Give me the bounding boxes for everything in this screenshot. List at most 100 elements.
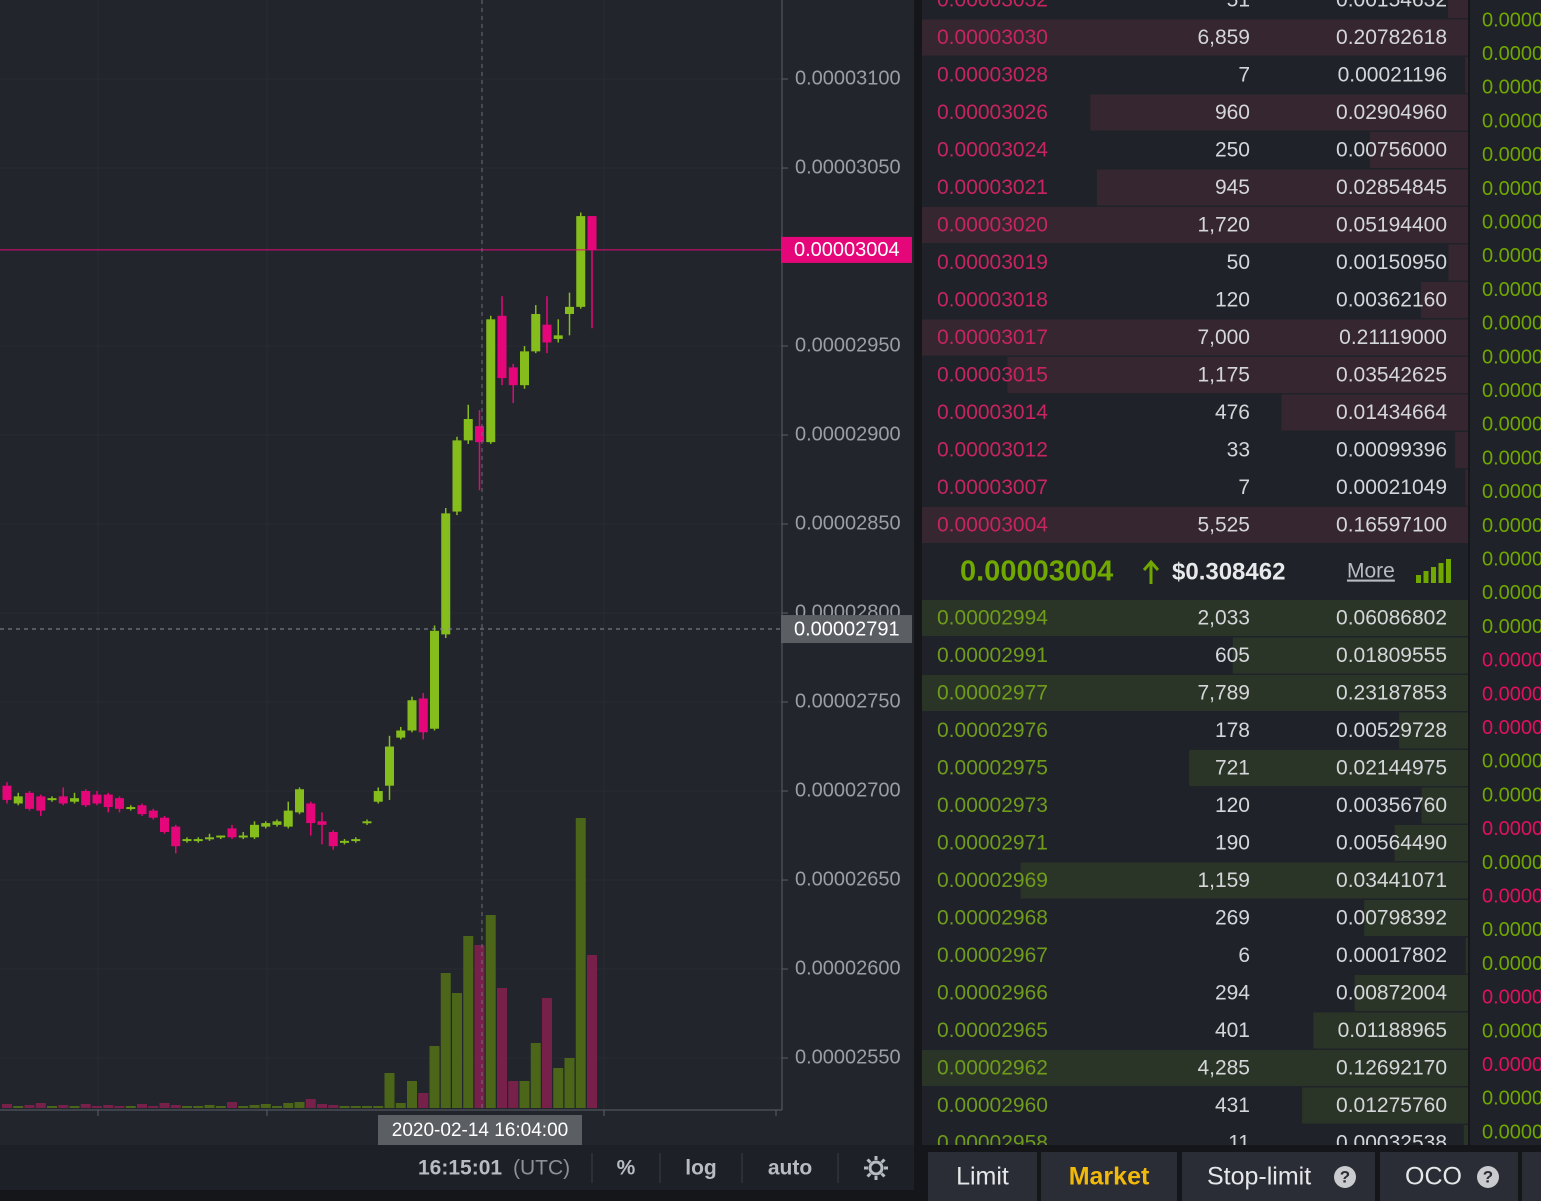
volume-bar bbox=[452, 993, 462, 1108]
recent-trades: 0.0000 0.0000 0.0000 0.0000 0.0000 0.0000 0.00… bbox=[1482, 9, 1541, 1143]
candle-body bbox=[58, 796, 68, 804]
candle-body bbox=[171, 826, 181, 847]
volume-bar bbox=[440, 973, 451, 1108]
tab-label[interactable]: Market bbox=[1069, 1163, 1150, 1191]
volume-bar bbox=[418, 1093, 429, 1108]
candle-body bbox=[205, 837, 214, 840]
more-link[interactable]: More bbox=[1347, 560, 1395, 583]
price: 0.00002965 bbox=[937, 1019, 1048, 1042]
trade-price: 0.0000 bbox=[1482, 245, 1541, 267]
candle-body bbox=[115, 798, 124, 809]
price: 0.00003004 bbox=[937, 514, 1048, 537]
candle-body bbox=[553, 335, 563, 339]
y-tick-label: 0.00002950 bbox=[795, 334, 901, 356]
depth-bar bbox=[1420, 282, 1468, 318]
volume-bar bbox=[125, 1106, 136, 1108]
candle-body bbox=[70, 798, 79, 802]
candle-body bbox=[92, 794, 102, 804]
volume-bar bbox=[47, 1106, 57, 1108]
price: 0.00003012 bbox=[937, 439, 1048, 462]
volume-bar bbox=[553, 1068, 564, 1108]
volume-bar bbox=[519, 1081, 530, 1108]
candle-body bbox=[261, 823, 271, 827]
amount: 250 bbox=[1215, 139, 1250, 162]
auto-toggle[interactable]: auto bbox=[768, 1157, 812, 1180]
signal-bar bbox=[1423, 571, 1429, 583]
depth-bar bbox=[1448, 244, 1468, 281]
trade-price: 0.0000 bbox=[1482, 9, 1541, 31]
help-icon bbox=[1334, 1166, 1356, 1188]
tab-label[interactable]: Limit bbox=[956, 1163, 1009, 1191]
log-toggle[interactable]: log bbox=[685, 1157, 717, 1180]
depth-bar bbox=[922, 1050, 1468, 1086]
price: 0.00002994 bbox=[937, 607, 1048, 630]
candle-body bbox=[148, 810, 158, 818]
candle-body bbox=[520, 351, 529, 386]
price: 0.00002973 bbox=[937, 794, 1048, 817]
total: 0.00362160 bbox=[1336, 289, 1447, 312]
candle-body bbox=[216, 835, 226, 838]
total: 0.02854845 bbox=[1336, 176, 1447, 199]
trade-price: 0.0000 bbox=[1482, 380, 1541, 402]
candle-body bbox=[193, 839, 203, 842]
amount: 120 bbox=[1215, 794, 1250, 817]
candle-body bbox=[317, 821, 327, 825]
trade-price: 0.0000 bbox=[1482, 1054, 1541, 1076]
trade-price: 0.0000 bbox=[1482, 279, 1541, 301]
price: 0.00002960 bbox=[937, 1094, 1048, 1117]
total: 0.16597100 bbox=[1336, 514, 1447, 537]
candle-body bbox=[328, 831, 338, 847]
candle-body bbox=[565, 306, 574, 314]
tab-label[interactable]: Stop-limit bbox=[1207, 1163, 1311, 1191]
help-mark[interactable]: ? bbox=[1340, 1167, 1350, 1186]
signal-bar bbox=[1446, 559, 1451, 583]
amount: 1,175 bbox=[1197, 364, 1250, 387]
trade-price: 0.0000 bbox=[1482, 683, 1541, 705]
volume-bar bbox=[463, 936, 474, 1108]
y-tick-label: 0.00002650 bbox=[795, 868, 901, 890]
total: 0.20782618 bbox=[1336, 26, 1447, 49]
total: 0.21119000 bbox=[1339, 326, 1447, 349]
trade-price: 0.0000 bbox=[1482, 414, 1541, 436]
candle-body bbox=[351, 839, 361, 842]
amount: 945 bbox=[1215, 176, 1250, 199]
help-mark[interactable]: ? bbox=[1483, 1167, 1493, 1186]
tab-label[interactable]: OCO bbox=[1405, 1163, 1462, 1191]
total: 0.00356760 bbox=[1336, 794, 1447, 817]
volume-bar bbox=[587, 955, 597, 1108]
timezone[interactable]: (UTC) bbox=[513, 1157, 570, 1180]
volume-bar bbox=[35, 1103, 46, 1108]
candle-body bbox=[227, 828, 237, 838]
candle-body bbox=[531, 313, 541, 352]
candle-body bbox=[508, 367, 518, 386]
total: 0.00872004 bbox=[1336, 982, 1447, 1005]
price: 0.00003028 bbox=[937, 64, 1048, 87]
candle-body bbox=[475, 426, 484, 443]
price: 0.00003014 bbox=[937, 401, 1048, 424]
settings-icon[interactable] bbox=[864, 1156, 888, 1180]
amount: 7,000 bbox=[1197, 326, 1250, 349]
amount: 721 bbox=[1215, 757, 1250, 780]
price: 0.00003007 bbox=[937, 476, 1048, 499]
total: 0.03441071 bbox=[1336, 869, 1447, 892]
chart-panel bbox=[0, 0, 914, 1145]
percent-toggle[interactable]: % bbox=[617, 1157, 636, 1180]
trade-price: 0.0000 bbox=[1482, 515, 1541, 537]
volume-bar bbox=[429, 1046, 440, 1108]
tab-box bbox=[1522, 1152, 1541, 1201]
signal-bar bbox=[1438, 563, 1444, 583]
volume-bar bbox=[103, 1105, 114, 1108]
depth-bar bbox=[1465, 937, 1468, 974]
price: 0.00003026 bbox=[937, 101, 1048, 124]
total: 0.23187853 bbox=[1336, 682, 1447, 705]
volume-bar bbox=[227, 1102, 237, 1108]
amount: 178 bbox=[1215, 719, 1250, 742]
candle-body bbox=[418, 698, 428, 733]
price: 0.00003024 bbox=[937, 139, 1048, 162]
total: 0.03542625 bbox=[1336, 364, 1447, 387]
trades-panel bbox=[1470, 0, 1541, 1145]
price: 0.00002969 bbox=[937, 869, 1048, 892]
candle-body bbox=[430, 630, 439, 729]
volume-bar bbox=[485, 915, 496, 1108]
